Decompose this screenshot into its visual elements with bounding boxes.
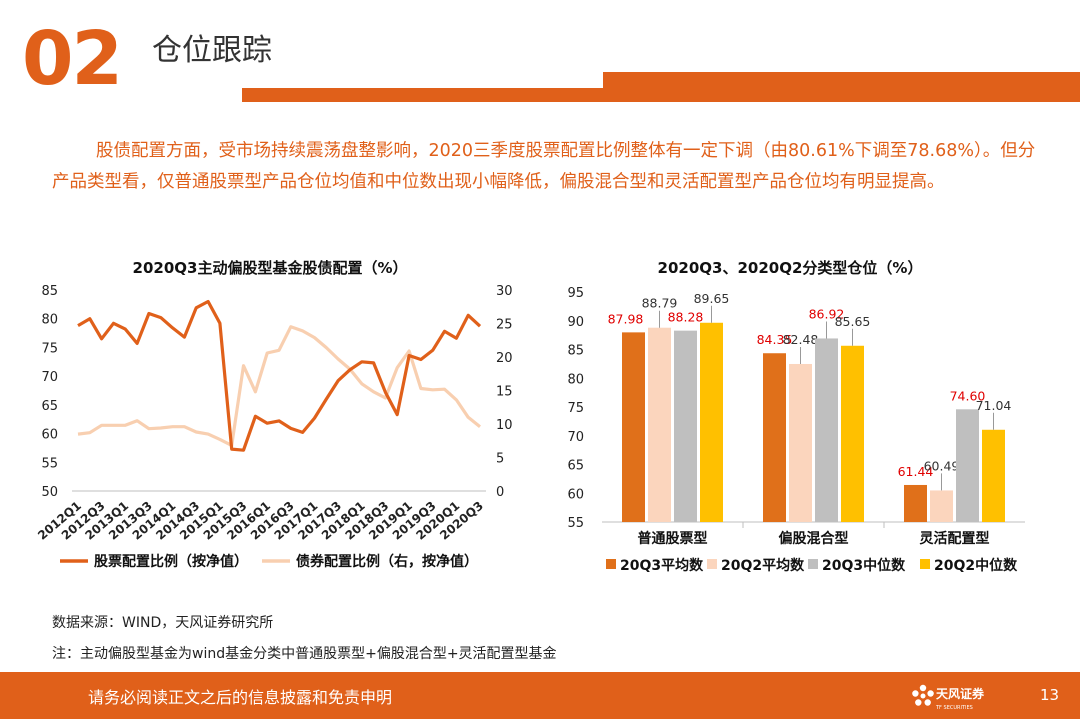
page-number: 13	[1040, 686, 1060, 704]
data-label: 88.79	[642, 296, 678, 311]
y-left-tick-label: 70	[41, 370, 58, 385]
legend-label: 20Q2平均数	[721, 557, 805, 574]
y-right-tick-label: 5	[496, 452, 504, 467]
logo-text: 天风证券	[936, 686, 985, 701]
y-left-tick-label: 80	[41, 313, 58, 328]
footer-bar	[0, 672, 1080, 719]
y-tick-label: 55	[567, 516, 584, 531]
y-tick-label: 65	[567, 459, 584, 474]
y-tick-label: 95	[567, 286, 584, 301]
logo-subtext: TF SECURITIES	[935, 705, 973, 711]
bar	[815, 338, 838, 522]
y-right-tick-label: 15	[496, 385, 513, 400]
flower-logo-icon: 天风证券 TF SECURITIES	[912, 684, 985, 711]
legend-swatch	[606, 559, 616, 569]
y-left-tick-label: 75	[41, 341, 58, 356]
line-chart: 50556065707580850510152025302012Q12012Q3…	[35, 284, 513, 570]
bar	[700, 322, 723, 522]
bar	[674, 330, 697, 522]
legend-label: 股票配置比例（按净值）	[94, 553, 248, 570]
data-label: 82.48	[783, 332, 819, 347]
y-left-tick-label: 65	[41, 399, 58, 414]
y-tick-label: 80	[567, 372, 584, 387]
legend-swatch	[707, 559, 717, 569]
data-label: 61.44	[898, 464, 934, 479]
data-label: 88.28	[668, 310, 704, 325]
intro-paragraph: 股债配置方面，受市场持续震荡盘整影响，2020三季度股票配置比例整体有一定下调（…	[52, 136, 1042, 198]
y-tick-label: 90	[567, 315, 584, 330]
footer-disclaimer: 请务必阅读正文之后的信息披露和免责申明	[88, 688, 393, 707]
data-label: 85.65	[835, 314, 871, 329]
section-number: 02	[22, 16, 123, 102]
y-tick-label: 85	[567, 344, 584, 359]
definition-note: 注：主动偏股型基金为wind基金分类中普通股票型+偏股混合型+灵活配置型基金	[52, 646, 557, 662]
x-category-label: 普通股票型	[638, 530, 708, 547]
data-label: 84.35	[757, 332, 793, 347]
y-right-tick-label: 10	[496, 418, 513, 433]
bar	[622, 332, 645, 522]
legend-swatch	[808, 559, 818, 569]
bar	[841, 345, 864, 522]
intro-text: 股债配置方面，受市场持续震荡盘整影响，2020三季度股票配置比例整体有一定下调（…	[52, 141, 1036, 192]
legend-label: 20Q3中位数	[822, 557, 906, 574]
bar-chart-title: 2020Q3、2020Q2分类型仓位（%）	[657, 259, 923, 277]
legend-label: 20Q3平均数	[620, 557, 704, 574]
y-tick-label: 60	[567, 487, 584, 502]
series-line-stock	[77, 299, 482, 452]
data-label: 89.65	[694, 291, 730, 306]
y-left-tick-label: 55	[41, 456, 58, 471]
header-accent-bar	[242, 88, 1080, 102]
bar	[789, 363, 812, 522]
source-note: 数据来源：WIND，天风证券研究所	[52, 615, 274, 631]
data-label: 87.98	[608, 311, 644, 326]
bar	[930, 490, 953, 522]
bar	[763, 353, 786, 522]
y-right-tick-label: 30	[496, 284, 513, 299]
bar	[648, 327, 671, 522]
header-accent-bar-upper	[603, 72, 1080, 88]
y-right-tick-label: 25	[496, 318, 513, 333]
legend-label: 债券配置比例（右，按净值）	[296, 553, 478, 570]
x-category-label: 偏股混合型	[779, 530, 849, 547]
y-left-tick-label: 50	[41, 485, 58, 500]
bar	[956, 409, 979, 522]
series-line-bond	[77, 325, 481, 447]
y-left-tick-label: 60	[41, 428, 58, 443]
data-label: 74.60	[950, 388, 986, 403]
data-label: 60.49	[924, 458, 960, 473]
y-tick-label: 75	[567, 401, 584, 416]
y-right-tick-label: 20	[496, 351, 513, 366]
bar	[982, 429, 1005, 522]
legend-swatch	[920, 559, 930, 569]
y-tick-label: 70	[567, 430, 584, 445]
bar	[904, 484, 927, 522]
legend-label: 20Q2中位数	[934, 557, 1018, 574]
y-left-tick-label: 85	[41, 284, 58, 299]
company-logo: 天风证券 TF SECURITIES	[904, 672, 1010, 719]
y-right-tick-label: 0	[496, 485, 504, 500]
section-title: 仓位跟踪	[152, 33, 272, 68]
x-category-label: 灵活配置型	[920, 530, 990, 547]
line-chart-title: 2020Q3主动偏股型基金股债配置（%）	[132, 259, 408, 277]
data-label: 71.04	[976, 398, 1012, 413]
data-label: 86.92	[809, 306, 845, 321]
